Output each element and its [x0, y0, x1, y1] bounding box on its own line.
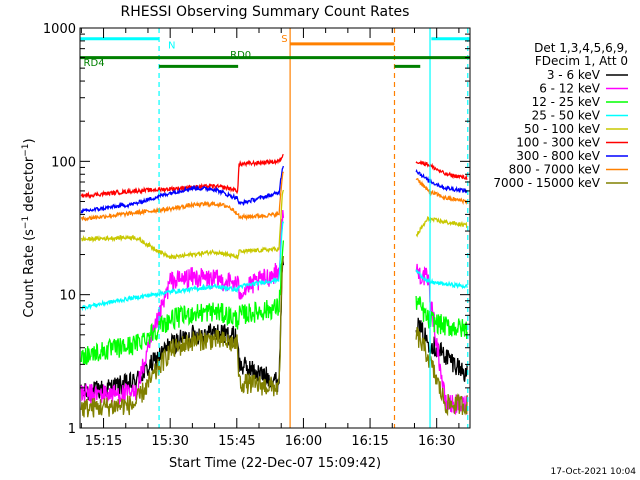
- series-line-8: [80, 171, 468, 222]
- series-line-4: [80, 221, 468, 312]
- y-tick-label: 10: [59, 289, 76, 304]
- y-axis-label: Count Rate (s−1 detector−1): [21, 138, 37, 317]
- x-tick-label: 16:30: [418, 434, 455, 449]
- y-axis-label-mid: detector: [22, 156, 37, 216]
- legend-label-9: 7000 - 15000 keV: [493, 176, 600, 190]
- legend-header-2: FDecim 1, Att 0: [535, 54, 628, 68]
- series-line-5: [80, 189, 468, 260]
- y-tick-label: 1: [68, 422, 76, 437]
- series-line-3: [80, 240, 468, 365]
- axes: 1 10 100 1000 15:15 15:30 15:45 16:00 16:15 16:30: [43, 22, 470, 449]
- plot-frame: [79, 27, 471, 429]
- series-line-6: [80, 153, 468, 199]
- series-line-9: [80, 256, 468, 418]
- y-axis-label-main: Count Rate (s: [22, 229, 37, 318]
- legend-label-3: 12 - 25 keV: [532, 95, 601, 109]
- y-axis-label-sup2: −1: [21, 143, 31, 156]
- chart-title: RHESSI Observing Summary Count Rates: [121, 4, 410, 20]
- series-line-7: [80, 165, 468, 214]
- y-tick-label: 100: [51, 155, 76, 170]
- legend: Det 1,3,4,5,6,9, FDecim 1, Att 0 3 - 6 k…: [493, 41, 628, 190]
- timestamp: 17-Oct-2021 10:04: [551, 467, 637, 477]
- x-tick-label: 15:30: [151, 434, 188, 449]
- x-tick-label: 16:15: [351, 434, 388, 449]
- legend-label-2: 6 - 12 keV: [539, 82, 601, 96]
- series-line-2: [80, 209, 468, 415]
- legend-header-1: Det 1,3,4,5,6,9,: [534, 41, 628, 55]
- flag-label-rd0: RD0: [230, 50, 251, 61]
- legend-label-6: 100 - 300 keV: [516, 136, 600, 150]
- legend-label-4: 25 - 50 keV: [532, 109, 601, 123]
- x-tick-label: 15:45: [218, 434, 255, 449]
- flag-label-rd4: RD4: [84, 58, 105, 69]
- legend-label-7: 300 - 800 keV: [516, 149, 600, 163]
- flag-label-s: S: [281, 34, 287, 45]
- legend-label-1: 3 - 6 keV: [547, 68, 601, 82]
- plot-content: N RD0 RD4 S: [80, 28, 470, 428]
- legend-label-8: 800 - 7000 keV: [509, 163, 601, 177]
- x-axis-label: Start Time (22-Dec-07 15:09:42): [169, 456, 381, 471]
- legend-label-5: 50 - 100 keV: [524, 122, 601, 136]
- x-tick-label: 16:00: [285, 434, 322, 449]
- y-tick-label: 1000: [43, 22, 76, 37]
- y-axis-label-sup1: −1: [21, 216, 31, 229]
- flag-label-n: N: [168, 41, 175, 52]
- y-axis-label-end: ): [22, 138, 37, 143]
- x-tick-label: 15:15: [85, 434, 122, 449]
